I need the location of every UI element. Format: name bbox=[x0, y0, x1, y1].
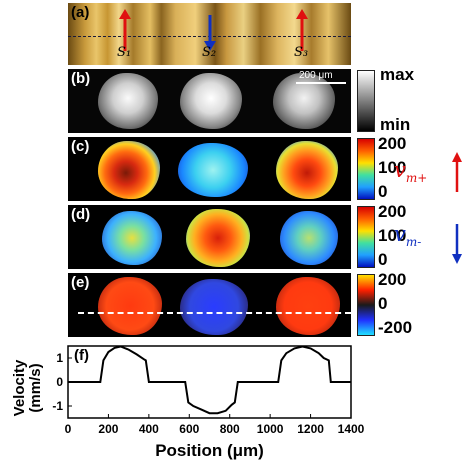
colorbar-b bbox=[357, 70, 375, 132]
velocity-blob-e1 bbox=[98, 277, 162, 335]
colorbar-e-tick-neg200: -200 bbox=[378, 318, 413, 337]
y-tick-label: 1 bbox=[56, 351, 63, 365]
colorbar-e-tick-200: 200 bbox=[378, 270, 407, 289]
panel-b-label: (b) bbox=[71, 70, 91, 87]
colorbar-b-min: min bbox=[380, 115, 411, 134]
colorbar-d-tick-200: 200 bbox=[378, 202, 407, 221]
stripe-label-3: S₃ bbox=[294, 45, 309, 60]
vm-plus-symbol: vm+ bbox=[394, 158, 428, 186]
arrow-down-icon bbox=[204, 15, 216, 51]
x-tick-label: 400 bbox=[139, 422, 159, 436]
panel-d-label: (d) bbox=[71, 206, 91, 223]
colorbar-c bbox=[357, 138, 375, 200]
x-tick-label: 1200 bbox=[297, 422, 324, 436]
vm-minus-symbol: vm- bbox=[394, 222, 422, 250]
stripe-label-2: S₂ bbox=[202, 45, 217, 60]
scale-bar bbox=[296, 82, 346, 84]
panel-a-label: (a) bbox=[71, 4, 90, 21]
velocity-blob-d1 bbox=[102, 211, 162, 265]
x-ticks: 0 200 400 600 800 1000 1200 1400 bbox=[65, 414, 365, 436]
panel-e-image: (e) bbox=[68, 273, 351, 337]
x-axis-label: Position (μm) bbox=[155, 441, 264, 460]
y-tick-label: 0 bbox=[56, 375, 63, 389]
x-tick-label: 200 bbox=[98, 422, 118, 436]
velocity-blob-c1 bbox=[98, 141, 160, 199]
panel-b-image: (b) 200 μm bbox=[68, 69, 351, 133]
velocity-blob-d3 bbox=[280, 211, 338, 265]
velocity-series-line bbox=[68, 345, 351, 415]
y-tick-label: -1 bbox=[52, 399, 63, 413]
x-tick-label: 1400 bbox=[338, 422, 365, 436]
scale-bar-label: 200 μm bbox=[299, 70, 333, 81]
arrow-up-red-icon bbox=[452, 152, 462, 192]
panel-c-label: (c) bbox=[71, 138, 90, 155]
colorbar-c-tick-200: 200 bbox=[378, 134, 407, 153]
panel-f-label: (f) bbox=[74, 347, 89, 364]
velocity-blob-c2 bbox=[178, 143, 248, 197]
colorbar-e bbox=[357, 274, 375, 336]
panel-c-image: (c) bbox=[68, 137, 351, 201]
gray-blob-1 bbox=[98, 73, 158, 129]
stripe-label-1: S₁ bbox=[117, 45, 132, 60]
velocity-blob-d2 bbox=[186, 209, 250, 267]
colorbar-b-max: max bbox=[380, 65, 415, 84]
velocity-blob-c3 bbox=[276, 141, 338, 199]
y-axis-label: Velocity (mm/s) bbox=[11, 359, 44, 417]
panel-e-label: (e) bbox=[71, 274, 90, 291]
stripe-arrows bbox=[119, 9, 308, 51]
arrow-up-icon-3 bbox=[296, 9, 308, 51]
gray-blob-2 bbox=[180, 73, 242, 129]
colorbar-d bbox=[357, 206, 375, 268]
x-tick-label: 600 bbox=[179, 422, 199, 436]
dashed-line-e bbox=[78, 312, 351, 314]
panel-a-image: (a) S₁ S₂ S₃ bbox=[68, 3, 351, 65]
colorbar-c-tick-0: 0 bbox=[378, 182, 388, 201]
colorbar-d-tick-0: 0 bbox=[378, 250, 388, 269]
y-ticks: -1 0 1 bbox=[52, 351, 72, 413]
x-tick-label: 1000 bbox=[257, 422, 284, 436]
colorbar-d-tick-100: 100 bbox=[378, 226, 407, 245]
arrow-up-icon-1 bbox=[119, 9, 131, 51]
colorbar-c-tick-100: 100 bbox=[378, 158, 407, 177]
velocity-blob-e3 bbox=[276, 277, 340, 335]
velocity-blob-e2 bbox=[180, 279, 248, 335]
arrow-down-blue-icon bbox=[452, 224, 462, 264]
x-tick-label: 800 bbox=[220, 422, 240, 436]
x-tick-label: 0 bbox=[65, 422, 72, 436]
plot-frame bbox=[67, 345, 352, 419]
panel-d-image: (d) bbox=[68, 205, 351, 269]
colorbar-e-tick-0: 0 bbox=[378, 294, 388, 313]
velocity-chart: 0 200 400 600 800 1000 1200 1400 -101 bbox=[52, 345, 365, 436]
